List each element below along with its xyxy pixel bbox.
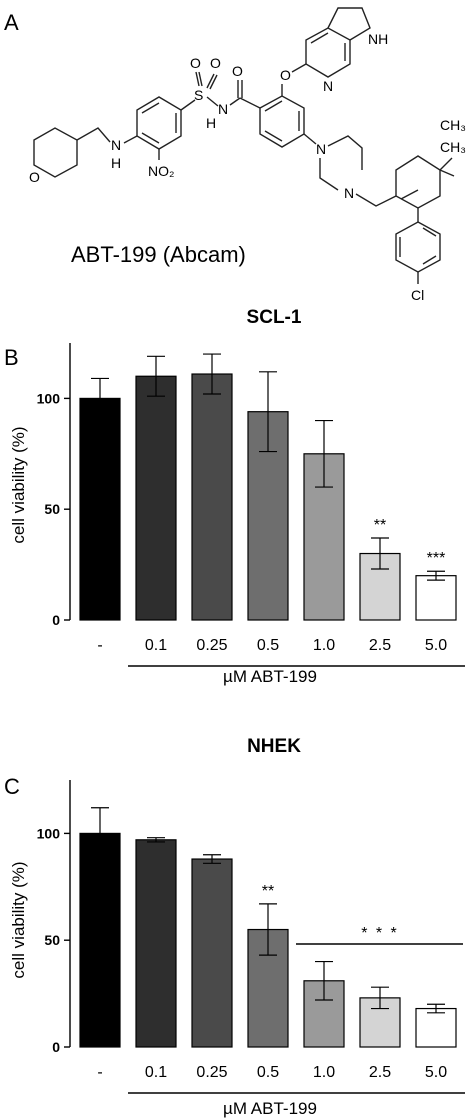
bar-chart-c bbox=[191, 858, 233, 1048]
significance-label-chart-b: ** bbox=[374, 517, 386, 534]
x-axis-label-nhek: µM ABT-199 bbox=[223, 1099, 317, 1118]
atom-n-amide: N bbox=[218, 101, 228, 117]
oxane-ring bbox=[33, 127, 78, 178]
panel-letter-b: B bbox=[4, 345, 19, 370]
linker-bond bbox=[76, 127, 111, 143]
x-tick-label-chart-b: 0.25 bbox=[196, 637, 227, 654]
panel-a: A O N H NO₂ S O O N H bbox=[4, 7, 466, 303]
compound-label: ABT-199 (Abcam) bbox=[71, 242, 246, 267]
bar-chart-c bbox=[135, 839, 177, 1048]
y-tick-label-chart-c: 50 bbox=[44, 932, 60, 948]
bar-chart-c bbox=[247, 928, 289, 1048]
amine-bond bbox=[123, 135, 138, 144]
x-axis-label-scl1: µM ABT-199 bbox=[223, 667, 317, 686]
chart-title-scl1: SCL-1 bbox=[247, 307, 302, 328]
so-bond-2 bbox=[206, 73, 218, 90]
nitrophenyl-inner bbox=[141, 102, 177, 144]
atom-n-amine: N bbox=[111, 137, 121, 153]
x-tick-label-chart-c: - bbox=[97, 1064, 102, 1081]
x-tick-label-chart-b: 5.0 bbox=[425, 637, 447, 654]
bar-chart-b bbox=[191, 373, 233, 621]
bar-chart-c bbox=[415, 1007, 457, 1048]
y-tick-label-chart-c: 0 bbox=[52, 1039, 60, 1055]
atom-o-sulfonyl-1: O bbox=[190, 55, 201, 71]
atom-o-carbonyl: O bbox=[232, 63, 243, 79]
atom-n-piperazine-1: N bbox=[316, 141, 326, 157]
carbonyl-bond bbox=[237, 80, 243, 98]
benzamide-inner bbox=[264, 100, 300, 142]
bar-chart-c bbox=[79, 832, 121, 1048]
atom-cl: Cl bbox=[411, 287, 424, 303]
group-significance-label-chart-c: * * * bbox=[361, 925, 399, 942]
x-tick-label-chart-b: 0.5 bbox=[257, 637, 279, 654]
atom-ch3-b: CH₃ bbox=[440, 139, 466, 155]
amide-bond bbox=[229, 97, 241, 106]
pyridine-inner bbox=[310, 32, 346, 61]
atom-h-amine: H bbox=[111, 155, 121, 171]
y-axis-label-nhek: cell viability (%) bbox=[9, 861, 28, 978]
ether-to-azaindole bbox=[291, 63, 307, 73]
panel-c: C NHEK cell viability (%) 0 50 100 - 0.1 0.25… bbox=[4, 736, 465, 1118]
chlorophenyl-inner bbox=[399, 227, 437, 265]
sulfonyl-bond bbox=[180, 99, 196, 111]
atom-s: S bbox=[194, 87, 203, 103]
bar-chart-b bbox=[79, 397, 121, 621]
so-bond-1 bbox=[195, 71, 203, 87]
atom-n-piperazine-2: N bbox=[344, 185, 354, 201]
x-tick-label-chart-c: 5.0 bbox=[425, 1064, 447, 1081]
chlorophenyl-ring bbox=[395, 221, 441, 273]
atom-ch3-a: CH₃ bbox=[440, 117, 466, 133]
nitrophenyl-ring bbox=[136, 96, 182, 150]
x-tick-label-chart-b: 0.1 bbox=[145, 637, 167, 654]
atom-no2: NO₂ bbox=[148, 163, 174, 179]
panel-b: B SCL-1 cell viability (%) 0 50 100 - 0.1 0.2… bbox=[4, 307, 465, 686]
methyl-bonds bbox=[439, 157, 455, 177]
y-axis-label-scl1: cell viability (%) bbox=[9, 426, 28, 543]
atom-o-ether: O bbox=[280, 67, 291, 83]
bar-chart-b bbox=[135, 375, 177, 621]
atom-h-amide: H bbox=[206, 115, 216, 131]
bar-chart-b bbox=[415, 575, 457, 621]
significance-label-chart-c: ** bbox=[262, 883, 274, 900]
benzyl-bond bbox=[355, 193, 397, 207]
panel-letter-c: C bbox=[4, 774, 20, 799]
y-tick-label-chart-b: 50 bbox=[44, 501, 60, 517]
chemical-structure: O N H NO₂ S O O N H O bbox=[29, 7, 466, 303]
sulfonamide-bond bbox=[206, 96, 219, 107]
cyclohexene-ring bbox=[395, 155, 441, 209]
aryl-piperazine-bond bbox=[303, 133, 317, 145]
amide-to-ring bbox=[239, 97, 261, 109]
chart-title-nhek: NHEK bbox=[247, 736, 301, 757]
x-tick-label-chart-b: 1.0 bbox=[313, 637, 335, 654]
atom-o-sulfonyl-2: O bbox=[210, 55, 221, 71]
x-tick-label-chart-c: 1.0 bbox=[313, 1064, 335, 1081]
atom-o-oxane: O bbox=[29, 169, 40, 185]
bar-chart-nhek: 0 50 100 - 0.1 0.25 ** 0.5 1.0 2.5 5.0 * * * bbox=[37, 780, 465, 1094]
cyclohexene-double bbox=[400, 189, 419, 200]
atom-nh-pyrrole: NH bbox=[368, 31, 388, 47]
x-tick-label-chart-b: - bbox=[97, 637, 102, 654]
y-tick-label-chart-b: 0 bbox=[52, 612, 60, 628]
atom-n-pyridine: N bbox=[323, 78, 333, 94]
panel-letter-a: A bbox=[4, 10, 19, 35]
x-tick-label-chart-c: 2.5 bbox=[369, 1064, 391, 1081]
x-tick-label-chart-c: 0.25 bbox=[196, 1064, 227, 1081]
piperazine-ring bbox=[319, 135, 363, 191]
bar-chart-scl1: 0 50 100 - 0.1 0.25 0.5 1.0 ** 2.5 *** 5.0 bbox=[37, 343, 465, 667]
x-tick-label-chart-c: 0.5 bbox=[257, 1064, 279, 1081]
pyridine-ring bbox=[305, 27, 351, 78]
benzamide-ring bbox=[259, 95, 305, 148]
x-tick-label-chart-b: 2.5 bbox=[369, 637, 391, 654]
significance-label-chart-b: *** bbox=[427, 550, 446, 567]
y-tick-label-chart-c: 100 bbox=[37, 825, 61, 841]
pyrrole-ring bbox=[327, 7, 371, 41]
y-tick-label-chart-b: 100 bbox=[37, 390, 61, 406]
x-tick-label-chart-c: 0.1 bbox=[145, 1064, 167, 1081]
